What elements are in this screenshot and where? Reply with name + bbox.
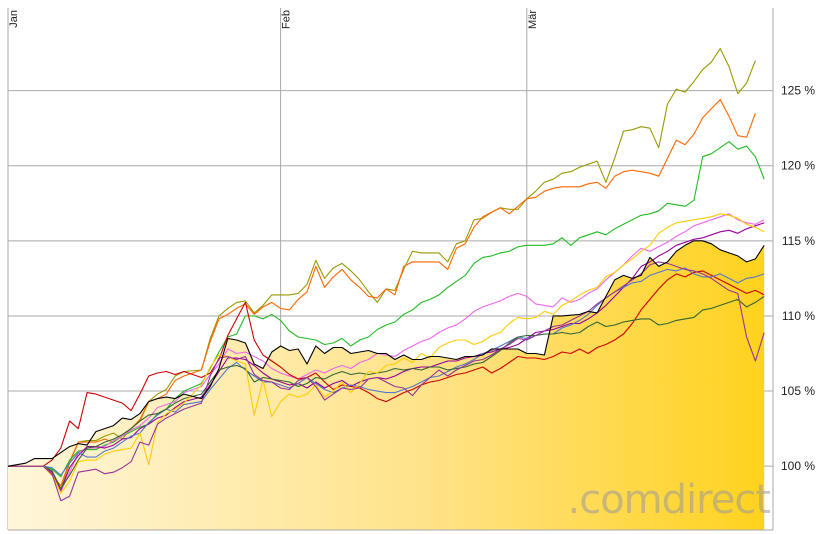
series-line-10 (8, 261, 765, 502)
series-line-5 (8, 222, 765, 491)
y-axis-labels: 100 % 105 % 110 % 115 % 120 % 125 % (781, 84, 815, 474)
watermark: .comdirect (568, 477, 771, 523)
series-line-7 (8, 267, 765, 476)
y-tick-label: 115 % (782, 234, 815, 248)
plot-frame (8, 8, 774, 531)
series-lines (8, 48, 765, 502)
area-layer (8, 240, 765, 530)
series-line-6 (8, 270, 765, 467)
series-line-8 (8, 295, 765, 490)
series-area-0 (8, 240, 765, 530)
series-line-11 (8, 240, 765, 467)
y-tick-label: 110 % (782, 309, 815, 323)
x-tick-label: Mär (527, 10, 539, 29)
y-tick-label: 100 % (781, 459, 815, 473)
y-tick-label: 120 % (781, 159, 815, 173)
y-tick-label: 125 % (781, 84, 815, 98)
series-line-9 (8, 213, 765, 494)
x-tick-label: Feb (281, 10, 293, 29)
y-tick-label: 105 % (781, 384, 815, 398)
x-tick-label: Jan (8, 10, 20, 28)
x-axis-labels: Jan Feb Mär (8, 10, 539, 29)
